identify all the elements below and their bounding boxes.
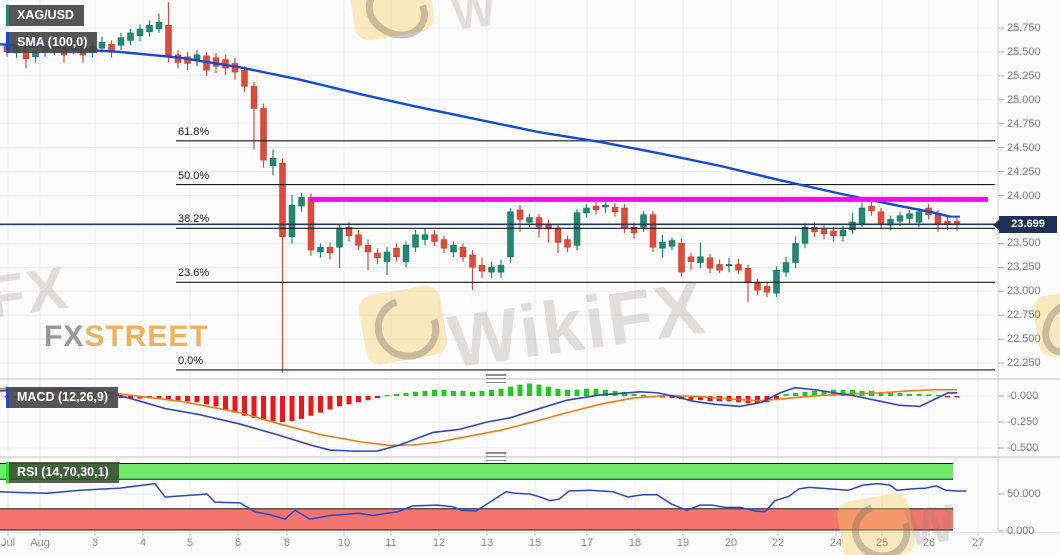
price-axis-label: 22.750 [1007,309,1041,322]
symbol-legend[interactable]: XAG/USD [6,5,84,26]
sma-label: SMA (100,0) [17,35,88,49]
time-axis-label: 10 [337,537,351,549]
price-axis-label: 24.500 [1007,141,1041,154]
watermark-w-top: W [448,0,501,40]
rsi-accent-bar [6,462,9,483]
time-axis-label: 22 [771,537,785,549]
macd-axis-label: -0.250 [1007,416,1039,428]
time-axis-label: Jul [0,537,16,549]
symbol-label: XAG/USD [17,8,74,22]
macd-axis-label: -0.500 [1007,442,1039,454]
time-axis-label: 5 [186,537,194,549]
time-axis-label: 17 [580,537,594,549]
macd-accent-bar [6,387,9,408]
price-axis-label: 23.250 [1007,261,1041,274]
price-axis-label: 23.000 [1007,285,1041,298]
symbol-accent-bar [6,5,9,26]
price-axis-label: 24.750 [1007,117,1041,130]
macd-axis-label: -0.000 [1007,390,1039,402]
fib-level-label: 38.2% [178,213,210,226]
fxstreet-logo-fx: FX [44,320,85,353]
time-axis-label: 6 [234,537,242,549]
price-axis-label: 24.250 [1007,165,1041,178]
macd-legend[interactable]: MACD (12,26,9) [6,387,118,408]
fxstreet-logo-street: STREET [84,320,209,353]
sma-legend[interactable]: SMA (100,0) [6,32,98,53]
time-axis-label: 20 [724,537,738,549]
fib-level-label: 23.6% [178,267,210,280]
time-axis-label: 3 [91,537,99,549]
price-axis-label: 22.500 [1007,333,1041,346]
price-axis-label: 24.000 [1007,189,1041,202]
rsi-axis-label: 0.000 [1007,525,1035,537]
fib-level-label: 0.0% [178,354,204,367]
time-axis-label: 12 [432,537,446,549]
fxstreet-logo: FXSTREET [44,320,209,354]
fib-level-label: 50.0% [178,169,210,182]
time-axis-label: 11 [385,537,397,549]
time-axis-label: 27 [971,537,985,549]
time-axis-label: 24 [829,537,843,549]
time-axis-label: 15 [528,537,542,549]
pane-resize-grip-macd[interactable] [486,374,506,383]
pane-resize-grip-rsi[interactable] [486,452,506,461]
price-axis-label: 25.000 [1007,93,1041,106]
macd-label: MACD (12,26,9) [17,390,108,404]
time-axis-label: 4 [139,537,147,549]
fib-level-label: 61.8% [178,125,210,138]
price-axis-label: 22.250 [1007,357,1041,370]
current-price-badge: 23.699 [993,216,1057,233]
wikifx-logo-tile-center [356,283,450,371]
price-axis-label: 25.250 [1007,69,1041,82]
time-axis-label: 25 [875,537,889,549]
time-axis-label: 18 [628,537,642,549]
price-axis-label: 25.500 [1007,45,1041,58]
time-axis-label: 13 [480,537,494,549]
price-axis-label: 23.500 [1007,237,1041,250]
time-axis-label: 8 [283,537,291,549]
time-axis-label: 19 [676,537,690,549]
time-axis-label: 26 [922,537,936,549]
price-axis-label: 25.750 [1007,22,1041,35]
rsi-legend[interactable]: RSI (14,70,30,1) [6,462,119,483]
rsi-label: RSI (14,70,30,1) [17,465,109,479]
sma-accent-bar [6,32,9,53]
rsi-axis-label: 50.000 [1007,488,1041,500]
time-axis-label: Aug [30,537,50,549]
